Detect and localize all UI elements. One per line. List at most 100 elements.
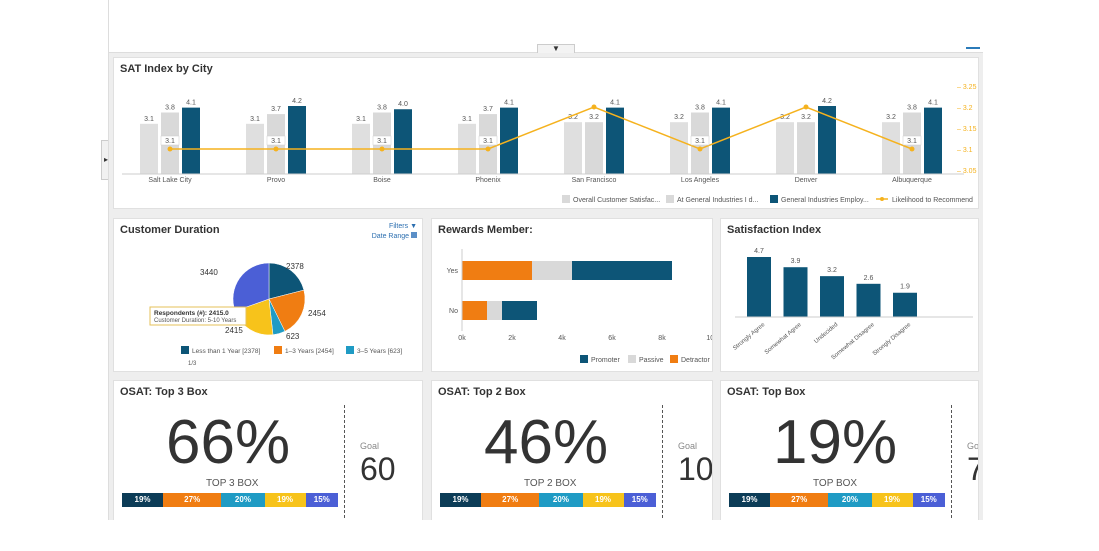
rewards-legend-swatch [670, 355, 678, 363]
legend-swatch [770, 195, 778, 203]
rewards-tick-label: 0k [458, 335, 466, 342]
bar-employee [818, 106, 836, 174]
city-tick-label: Salt Lake City [148, 177, 192, 184]
menu-indicator[interactable] [966, 47, 980, 49]
customer-duration-chart: 2378 2454 623 2415 3440 Respondents (#): 2415… [149, 262, 402, 367]
collapse-toggle[interactable]: ▼ [537, 44, 575, 53]
kpi-value: 66% [166, 408, 291, 477]
recommend-label-box [160, 135, 180, 146]
recommend-point [909, 146, 915, 152]
city-tick-label: Provo [267, 177, 285, 184]
city-tick-label: Phoenix [475, 177, 501, 184]
filters-label[interactable]: Filters [389, 223, 409, 230]
pie-value-label: 2378 [286, 262, 304, 271]
kpi-segment: 19% [264, 493, 306, 507]
kpi-divider [951, 405, 952, 520]
kpi-segment: 20% [221, 493, 265, 507]
calendar-icon[interactable] [411, 232, 417, 238]
kpi-value: 19% [773, 408, 898, 477]
sat-city-title: SAT Index by City [120, 63, 213, 75]
rewards-panel: Rewards Member: Yes No 0k 2k 4k 6k 8k 10k Promot… [431, 218, 713, 372]
bar-value-label: 4.2 [292, 98, 302, 105]
right-axis-tick: – 3.25 [957, 84, 977, 91]
bar-overall [776, 122, 794, 174]
legend-label: Overall Customer Satisfac... [573, 197, 660, 204]
kpi-value: 46% [484, 408, 609, 477]
recommend-label-box [266, 135, 286, 146]
recommend-point [379, 146, 385, 152]
kpi-segment: 19% [729, 493, 771, 507]
recommend-value-label: 3.1 [377, 138, 387, 145]
recommend-line [170, 106, 913, 150]
sat-index-value-label: 4.7 [754, 248, 764, 255]
right-axis-tick: – 3.15 [957, 126, 977, 133]
kpi-title: OSAT: Top Box [727, 386, 806, 398]
rewards-category-label: No [449, 308, 458, 315]
bar-employee [182, 107, 200, 174]
bar-employee [606, 107, 624, 174]
kpi-segment: 19% [122, 493, 164, 507]
bar-employee [924, 107, 942, 174]
pie-tooltip-line1: Respondents (#): 2415.0 [154, 310, 229, 317]
city-tick-label: Denver [795, 177, 818, 184]
satisfaction-index-title: Satisfaction Index [727, 224, 822, 236]
pie-slice [232, 262, 270, 312]
legend-page-indicator: 1/3 [188, 361, 197, 367]
sat-index-bar [856, 283, 881, 317]
kpi-sublabel: TOP BOX [813, 478, 858, 489]
city-tick-label: Albuquerque [892, 177, 932, 184]
bar-value-label: 3.8 [377, 104, 387, 111]
pie-tooltip-box [149, 306, 247, 326]
kpi-title: OSAT: Top 3 Box [120, 386, 208, 398]
customer-duration-panel: Customer Duration Filters ▼ Date Range 2… [113, 218, 423, 372]
top-bar: ▼ [109, 0, 983, 53]
bar-value-label: 3.1 [356, 116, 366, 123]
sat-index-value-label: 1.9 [900, 284, 910, 291]
rewards-bar-detractor [462, 301, 487, 320]
rewards-legend-label: Promoter [591, 357, 620, 364]
right-axis-tick: – 3.2 [957, 105, 973, 112]
bar-value-label: 3.2 [886, 114, 896, 121]
rewards-category-label: Yes [447, 268, 459, 275]
date-range-label[interactable]: Date Range [371, 233, 410, 240]
bar-value-label: 4.0 [398, 101, 408, 108]
recommend-value-label: 3.1 [165, 138, 175, 145]
filter-icon[interactable]: ▼ [410, 223, 417, 230]
kpi-card: OSAT: Top 2 Box 46% TOP 2 BOX 19% 27% 20% 19% 1… [431, 380, 713, 520]
kpi-goal-value: 60 [360, 451, 396, 487]
bar-overall [140, 123, 158, 174]
legend-swatch [562, 195, 570, 203]
bar-value-label: 3.1 [250, 116, 260, 123]
kpi-card: OSAT: Top 3 Box 66% TOP 3 BOX 19% 27% 20% 19% 1… [113, 380, 423, 520]
rewards-chart: Yes No 0k 2k 4k 6k 8k 10k Promoter Passive Detract… [447, 249, 713, 364]
rewards-legend-label: Detractor [681, 357, 710, 364]
kpi-segment-bar: 19% 27% 20% 19% 15% [122, 493, 338, 507]
rewards-tick-label: 10k [706, 335, 713, 342]
recommend-label-box [372, 135, 392, 146]
legend-label: General Industries Employ... [781, 197, 869, 204]
kpi-title: OSAT: Top 2 Box [438, 386, 526, 398]
pie-legend-swatch [181, 346, 189, 354]
sat-city-chart: 3.1 3.8 4.1 Salt Lake City 3.1 3.7 4.2 Provo 3.1… [122, 84, 977, 204]
kpi-goal-label: Goal [967, 441, 979, 451]
legend-swatch [666, 195, 674, 203]
pie-legend-swatch [346, 346, 354, 354]
kpi-segment: 20% [828, 493, 872, 507]
kpi-segment: 15% [623, 493, 656, 507]
bar-value-label: 3.8 [907, 104, 917, 111]
rewards-tick-label: 4k [558, 335, 566, 342]
pie-legend-label: Less than 1 Year [2378] [192, 348, 261, 355]
sidebar-expand-handle[interactable]: ▸ [101, 140, 110, 180]
bar-value-label: 3.1 [144, 116, 154, 123]
filters-control[interactable]: Filters ▼ Date Range [372, 222, 417, 242]
kpi-sublabel: TOP 2 BOX [524, 478, 577, 489]
bar-value-label: 3.1 [462, 116, 472, 123]
kpi-goal-label: Goal [678, 441, 698, 451]
bar-value-label: 3.2 [674, 114, 684, 121]
bar-at-general [797, 122, 815, 174]
city-tick-label: Boise [373, 177, 391, 184]
bar-at-general [585, 122, 603, 174]
pie-value-label: 623 [286, 332, 300, 341]
bar-value-label: 3.8 [695, 104, 705, 111]
bar-value-label: 4.1 [504, 100, 514, 107]
